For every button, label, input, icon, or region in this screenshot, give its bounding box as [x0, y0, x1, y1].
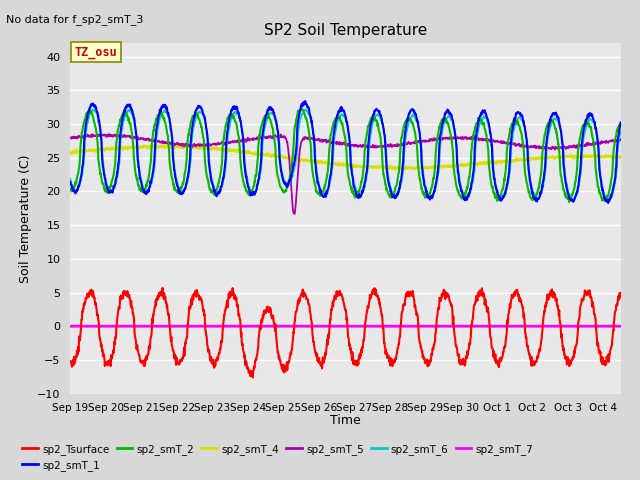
Text: No data for f_sp2_smT_3: No data for f_sp2_smT_3	[6, 14, 144, 25]
Y-axis label: Soil Temperature (C): Soil Temperature (C)	[19, 154, 32, 283]
Title: SP2 Soil Temperature: SP2 Soil Temperature	[264, 23, 428, 38]
X-axis label: Time: Time	[330, 414, 361, 427]
Legend: sp2_Tsurface, sp2_smT_1, sp2_smT_2, sp2_smT_4, sp2_smT_5, sp2_smT_6, sp2_smT_7: sp2_Tsurface, sp2_smT_1, sp2_smT_2, sp2_…	[18, 439, 538, 475]
Text: TZ_osu: TZ_osu	[75, 46, 117, 59]
